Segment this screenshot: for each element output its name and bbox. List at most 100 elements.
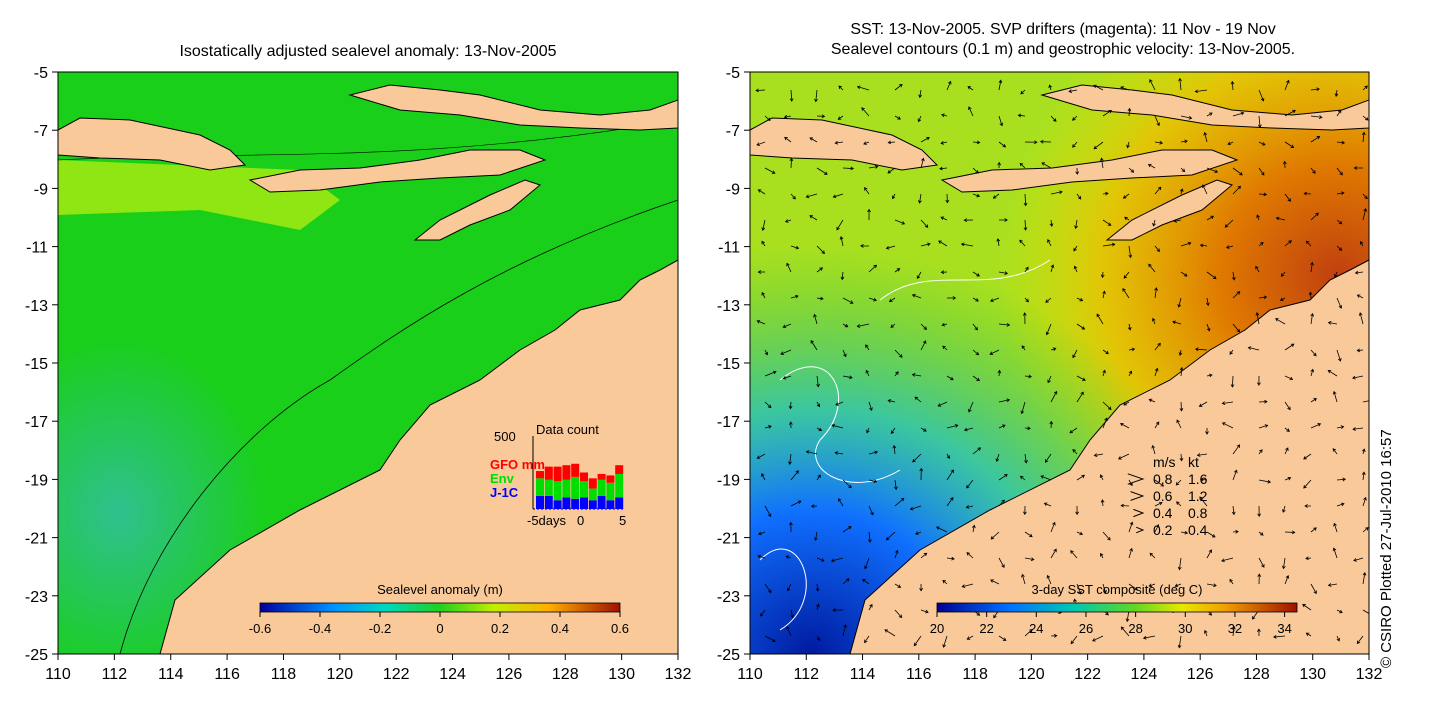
x-tick-label: 114 xyxy=(850,666,876,683)
velocity-arrow xyxy=(816,603,820,611)
colorbar-tick-label: 22 xyxy=(979,621,993,636)
velocity-arrow xyxy=(919,467,924,481)
y-tick-label: -5 xyxy=(726,65,740,82)
velocity-arrow xyxy=(1151,317,1156,325)
velocity-arrow xyxy=(839,235,844,247)
velocity-arrow xyxy=(920,219,929,228)
velocity-arrow xyxy=(1353,557,1364,562)
velocity-arrow xyxy=(1123,271,1130,279)
x-tick-label: 132 xyxy=(1356,666,1383,683)
velocity-arrow xyxy=(1310,312,1315,325)
velocity-arrow xyxy=(1102,242,1116,247)
velocity-arrow xyxy=(912,453,922,463)
velocity-arrow xyxy=(1310,167,1316,174)
inset-bar-env xyxy=(544,479,553,496)
velocity-arrow xyxy=(1019,239,1026,247)
velocity-arrow xyxy=(1232,167,1243,176)
velocity-arrow xyxy=(1284,109,1296,117)
velocity-arrow xyxy=(866,427,870,434)
velocity-arrow xyxy=(1327,321,1338,325)
velocity-arrow xyxy=(861,107,870,117)
velocity-arrow xyxy=(790,500,802,507)
y-tick-label: -19 xyxy=(25,472,48,489)
velocity-arrow xyxy=(1046,574,1052,585)
velocity-arrow xyxy=(892,444,897,455)
velocity-arrow xyxy=(1257,573,1262,585)
velocity-arrow xyxy=(1149,78,1156,91)
velocity-arrow xyxy=(1336,609,1343,614)
sst-colorbar-scale xyxy=(936,602,1298,613)
velocity-arrow xyxy=(1152,219,1156,227)
velocity-arrow xyxy=(1179,188,1184,195)
velocity-arrow xyxy=(809,137,818,143)
velocity-arrow xyxy=(865,369,870,377)
velocity-arrow xyxy=(1180,115,1193,120)
velocity-arrow xyxy=(887,140,896,145)
velocity-arrow xyxy=(972,447,982,455)
velocity-arrow xyxy=(1119,422,1130,429)
inset-bar-gfo xyxy=(536,471,544,479)
velocity-arrow xyxy=(1154,524,1160,533)
velocity-arrow xyxy=(1177,297,1182,308)
velocity-arrow xyxy=(1154,115,1160,127)
velocity-arrow xyxy=(920,427,927,432)
y-tick-label: -13 xyxy=(25,298,48,315)
velocity-arrow xyxy=(940,216,948,221)
velocity-arrow xyxy=(1258,241,1264,247)
velocity-arrow xyxy=(1206,549,1212,559)
velocity-arrow xyxy=(916,271,922,280)
velocity-arrow xyxy=(761,219,766,231)
colorbar-tick-label: 0 xyxy=(436,621,443,636)
velocity-legend: m/s kt 0.8 1.60.6 1.20.4 0.80.2 0.4 xyxy=(1127,454,1208,538)
velocity-arrow xyxy=(972,167,979,174)
velocity-arrow xyxy=(998,141,1007,148)
data-count-inset: Data count 500 GFO mm Env J-1C -5days 0 … xyxy=(490,422,626,528)
velocity-arrow xyxy=(1225,245,1234,249)
velocity-arrow xyxy=(942,635,948,648)
x-tick-label: 114 xyxy=(158,666,184,683)
velocity-arrow xyxy=(1074,219,1078,230)
inset-bar-env xyxy=(606,482,615,501)
inset-bar-j1c xyxy=(615,497,624,509)
velocity-arrow xyxy=(1148,263,1156,273)
velocity-arrow xyxy=(1336,219,1343,225)
velocity-arrow xyxy=(1180,530,1189,535)
velocity-arrow xyxy=(1258,479,1272,484)
velocity-arrow xyxy=(783,114,792,119)
velocity-arrow xyxy=(764,167,776,174)
colorbar-tick-label: 20 xyxy=(930,621,944,636)
velocity-arrow xyxy=(761,473,766,481)
velocity-arrow xyxy=(816,114,826,119)
x-tick-label: 116 xyxy=(214,666,240,683)
velocity-arrow xyxy=(894,219,906,225)
velocity-arrow xyxy=(1304,504,1312,508)
x-tick-label: 118 xyxy=(962,666,988,683)
y-tick-label: -17 xyxy=(25,414,48,431)
velocity-arrow xyxy=(1199,243,1208,248)
velocity-arrow xyxy=(918,193,922,204)
velocity-arrow xyxy=(1362,400,1369,403)
inset-legend-gfo: GFO mm xyxy=(490,457,545,472)
velocity-arrow xyxy=(1069,427,1078,434)
velocity-arrow xyxy=(1128,370,1133,377)
velocity-arrow xyxy=(992,193,1000,199)
inset-bar-gfo xyxy=(606,475,615,483)
velocity-arrow xyxy=(894,83,903,91)
velocity-arrow xyxy=(998,499,1005,507)
velocity-arrow xyxy=(1232,323,1241,333)
velocity-arrow xyxy=(1203,629,1208,637)
inset-ymax-label: 500 xyxy=(494,429,516,444)
velocity-arrow xyxy=(1280,271,1286,277)
velocity-arrow xyxy=(894,268,901,273)
velocity-arrow xyxy=(1230,80,1235,91)
velocity-arrow xyxy=(764,635,776,643)
velocity-arrow xyxy=(862,579,870,585)
velocity-arrow xyxy=(1099,157,1104,169)
sla-contour-line xyxy=(119,199,678,654)
velocity-arrow xyxy=(946,296,957,300)
velocity-arrow xyxy=(868,603,873,611)
velocity-arrow xyxy=(1257,628,1261,637)
velocity-arrow xyxy=(1122,288,1130,299)
velocity-arrow xyxy=(816,267,824,273)
velocity-arrow xyxy=(972,349,980,356)
